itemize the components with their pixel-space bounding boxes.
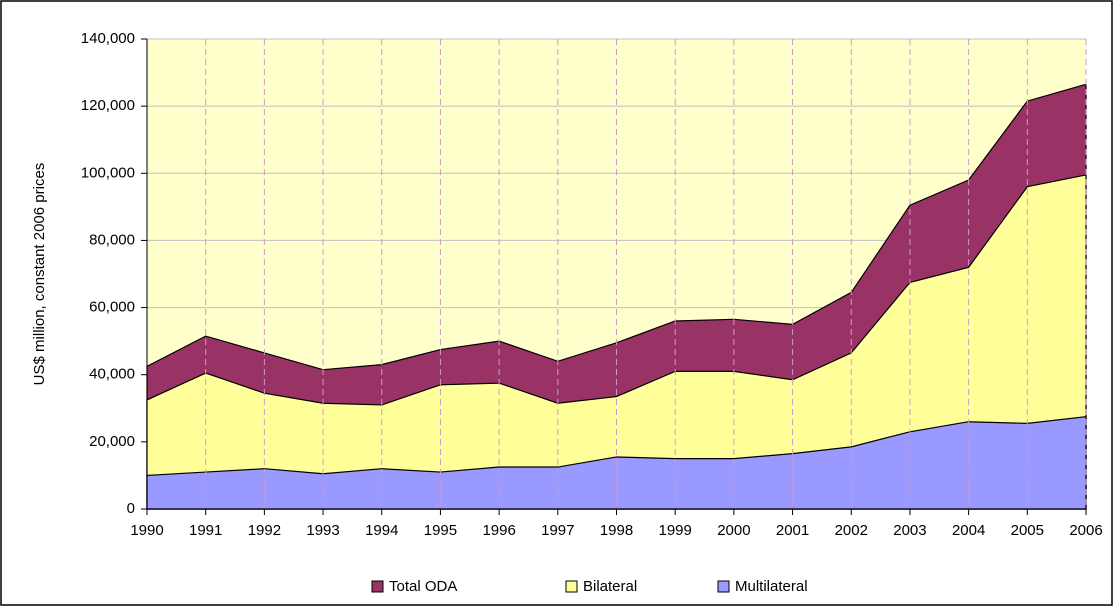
y-tick-label: 60,000 (89, 299, 135, 316)
x-tick-label: 2005 (1011, 522, 1044, 539)
x-tick-label: 1994 (365, 522, 398, 539)
legend-label: Bilateral (583, 578, 637, 595)
y-axis-label: US$ million, constant 2006 prices (31, 163, 48, 386)
y-tick-label: 100,000 (81, 164, 135, 181)
x-tick-label: 1990 (130, 522, 163, 539)
y-tick-label: 0 (127, 500, 135, 517)
x-tick-label: 1995 (424, 522, 457, 539)
x-tick-label: 1998 (600, 522, 633, 539)
y-tick-label: 140,000 (81, 30, 135, 47)
legend-label: Multilateral (735, 578, 808, 595)
x-tick-label: 1991 (189, 522, 222, 539)
legend-swatch (717, 580, 730, 593)
y-tick-label: 40,000 (89, 366, 135, 383)
x-tick-label: 2000 (717, 522, 750, 539)
x-tick-label: 2006 (1069, 522, 1102, 539)
x-tick-label: 2001 (776, 522, 809, 539)
x-tick-label: 1996 (482, 522, 515, 539)
x-tick-label: 1999 (659, 522, 692, 539)
y-tick-label: 80,000 (89, 231, 135, 248)
y-tick-label: 20,000 (89, 433, 135, 450)
legend-label: Total ODA (389, 578, 457, 595)
area (146, 174, 1087, 510)
x-tick-label: 2002 (835, 522, 868, 539)
x-tick-label: 2004 (952, 522, 985, 539)
legend-swatch (565, 580, 578, 593)
x-tick-label: 1997 (541, 522, 574, 539)
x-tick-label: 1993 (306, 522, 339, 539)
x-tick-label: 2003 (893, 522, 926, 539)
y-tick-label: 120,000 (81, 97, 135, 114)
x-tick-label: 1992 (248, 522, 281, 539)
legend-swatch (371, 580, 384, 593)
